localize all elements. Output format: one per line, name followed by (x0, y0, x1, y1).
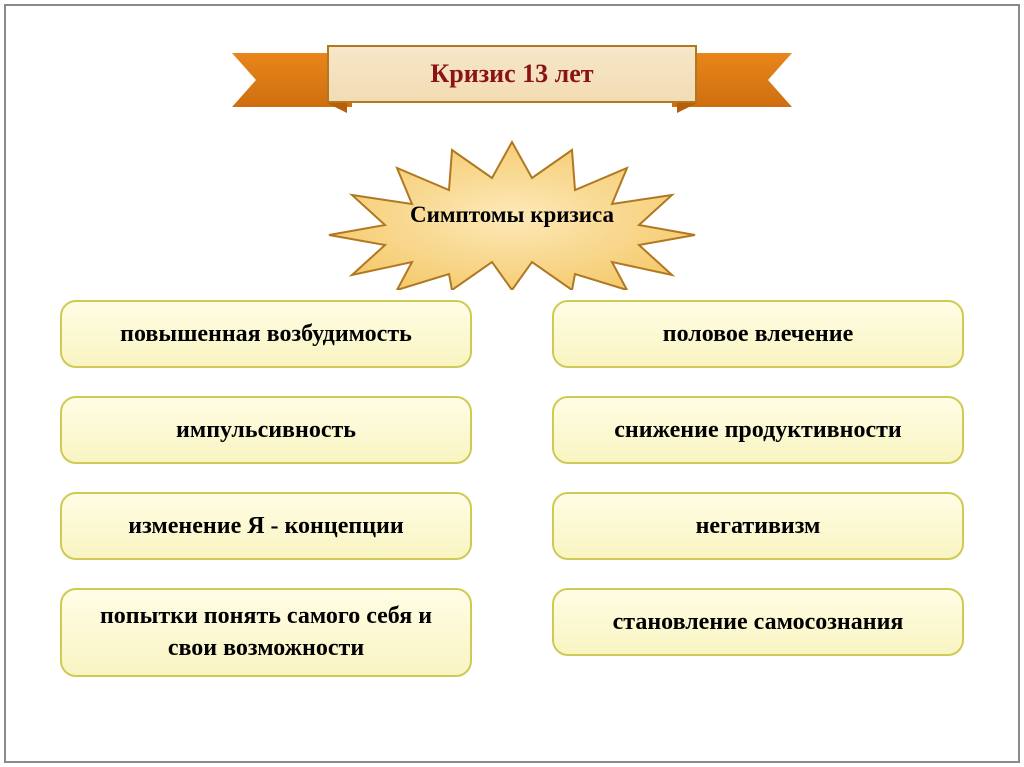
left-column: повышенная возбудимость импульсивность и… (60, 300, 472, 747)
ribbon-title: Кризис 13 лет (327, 45, 697, 103)
symptom-box: половое влечение (552, 300, 964, 368)
subtitle-starburst: Симптомы кризиса (327, 140, 697, 290)
symptom-box: негативизм (552, 492, 964, 560)
symptom-box: попытки понять самого себя и свои возмож… (60, 588, 472, 677)
symptom-box: импульсивность (60, 396, 472, 464)
ribbon-fold-left (327, 103, 347, 113)
title-ribbon: Кризис 13 лет (232, 45, 792, 115)
symptom-box: снижение продуктивности (552, 396, 964, 464)
symptom-box: становление самосознания (552, 588, 964, 656)
symptom-box: повышенная возбудимость (60, 300, 472, 368)
subtitle-label: Симптомы кризиса (410, 202, 614, 228)
right-column: половое влечение снижение продуктивности… (552, 300, 964, 747)
ribbon-fold-right (677, 103, 697, 113)
symptom-columns: повышенная возбудимость импульсивность и… (60, 300, 964, 747)
symptom-box: изменение Я - концепции (60, 492, 472, 560)
